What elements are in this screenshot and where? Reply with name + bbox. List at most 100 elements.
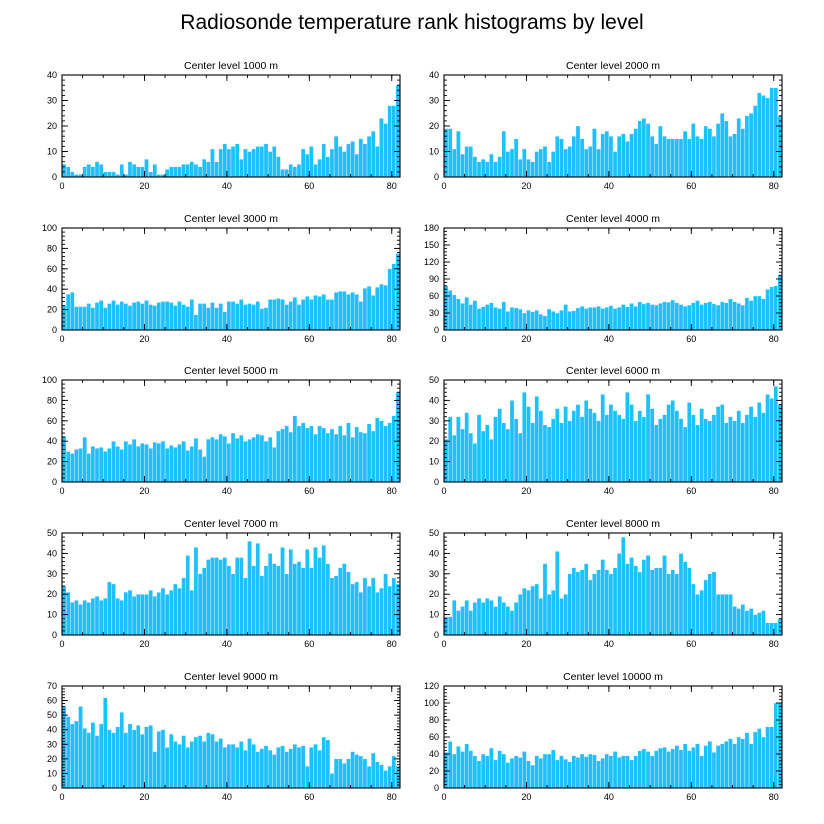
- histogram-bar: [218, 738, 223, 789]
- histogram-bar: [740, 304, 746, 331]
- histogram-bar: [728, 738, 733, 789]
- histogram-bar: [719, 404, 725, 483]
- histogram-bar: [362, 432, 368, 483]
- histogram-bar: [621, 536, 626, 636]
- histogram-bar: [538, 148, 544, 178]
- histogram-bar: [550, 151, 556, 178]
- histogram-bar: [103, 697, 108, 789]
- y-tick-label: 80: [47, 243, 57, 253]
- histogram-bar: [550, 589, 556, 636]
- histogram-bar: [765, 97, 770, 178]
- histogram-bar: [272, 563, 277, 636]
- histogram-bar: [592, 754, 597, 789]
- histogram-bar: [309, 299, 314, 331]
- histogram-bar: [193, 547, 199, 636]
- histogram-bar: [583, 563, 589, 636]
- histogram-bar: [107, 171, 112, 178]
- y-tick-label: 50: [47, 528, 57, 538]
- histogram-bar: [608, 136, 614, 178]
- histogram-bar: [583, 756, 589, 789]
- histogram-bar: [752, 416, 758, 483]
- histogram-bar: [263, 441, 269, 483]
- histogram-bar: [366, 585, 372, 636]
- histogram-bar: [131, 302, 137, 331]
- histogram-bar: [769, 622, 774, 636]
- x-tick-label: 20: [139, 639, 149, 649]
- x-tick-label: 60: [686, 334, 696, 344]
- histogram-bar: [662, 555, 667, 636]
- histogram-bar: [350, 751, 355, 789]
- histogram-bar: [292, 415, 298, 483]
- histogram-bar: [164, 301, 170, 331]
- histogram-bar: [518, 158, 523, 178]
- y-tick-label: 80: [47, 395, 57, 405]
- histogram-bar: [90, 446, 96, 483]
- histogram-bar: [559, 422, 564, 483]
- x-tick-label: 80: [387, 334, 397, 344]
- histogram-bar: [600, 559, 605, 636]
- panel-frame: [61, 685, 401, 789]
- histogram-bar: [333, 758, 339, 789]
- histogram-bar: [391, 105, 397, 178]
- histogram-bar: [189, 589, 195, 636]
- histogram-bar: [534, 583, 539, 636]
- histogram-bar: [691, 583, 696, 636]
- histogram-bar: [480, 753, 486, 789]
- histogram-bar: [724, 594, 729, 636]
- histogram-bar: [534, 755, 539, 789]
- histogram-bar: [305, 765, 310, 789]
- histogram-bar: [383, 284, 388, 331]
- histogram-bar: [612, 410, 618, 483]
- x-tick-label: 0: [59, 486, 64, 496]
- histogram-bar: [300, 422, 306, 483]
- x-tick-label: 0: [59, 181, 64, 191]
- histogram-bar: [333, 292, 339, 331]
- histogram-bar: [337, 758, 343, 789]
- histogram-bar: [670, 748, 676, 789]
- histogram-bar: [272, 447, 277, 483]
- histogram-bar: [480, 158, 486, 178]
- histogram-bar: [255, 146, 261, 178]
- histogram-bar: [736, 303, 741, 331]
- histogram-bar: [78, 448, 83, 483]
- histogram-bar: [243, 304, 248, 331]
- x-tick-label: 80: [769, 334, 779, 344]
- x-tick-label: 80: [387, 181, 397, 191]
- histogram-bar: [596, 306, 601, 331]
- histogram-bar: [707, 573, 713, 636]
- histogram-bar: [185, 306, 190, 331]
- y-tick-label: 70: [47, 681, 57, 691]
- histogram-bar: [123, 441, 129, 483]
- histogram-bar: [563, 304, 568, 331]
- histogram-panel: Center level 3000 m 0 20 40 60 80 0 20 40 60 80 100: [42, 213, 401, 344]
- histogram-bar: [522, 312, 527, 331]
- histogram-bar: [82, 166, 87, 178]
- y-tick-label: 0: [52, 325, 57, 335]
- histogram-bar: [513, 138, 519, 178]
- histogram-bar: [538, 313, 544, 331]
- histogram-bar: [732, 420, 737, 483]
- histogram-bar: [197, 303, 203, 331]
- histogram-bar: [575, 757, 581, 789]
- histogram-bar: [337, 291, 343, 331]
- x-tick-label: 0: [441, 181, 446, 191]
- histogram-bar: [509, 758, 515, 789]
- histogram-bar: [333, 433, 339, 483]
- histogram-bar: [546, 753, 552, 789]
- x-tick-label: 60: [304, 486, 314, 496]
- histogram-bar: [476, 308, 482, 331]
- histogram-bar: [633, 755, 638, 789]
- histogram-bar: [370, 130, 376, 178]
- y-tick-label: 90: [429, 274, 439, 284]
- x-tick-label: 40: [604, 334, 614, 344]
- histogram-bar: [571, 567, 577, 636]
- histogram-panel: Center level 5000 m 0 20 40 60 80 0 20 40 60 80 100: [42, 365, 401, 496]
- histogram-bar: [641, 748, 647, 789]
- histogram-bar: [383, 573, 388, 636]
- histogram-bar: [732, 743, 737, 789]
- histogram-bar: [476, 414, 482, 483]
- histogram-bar: [447, 741, 453, 789]
- histogram-bar: [468, 432, 474, 483]
- histogram-bar: [662, 414, 667, 483]
- histogram-bar: [259, 434, 265, 483]
